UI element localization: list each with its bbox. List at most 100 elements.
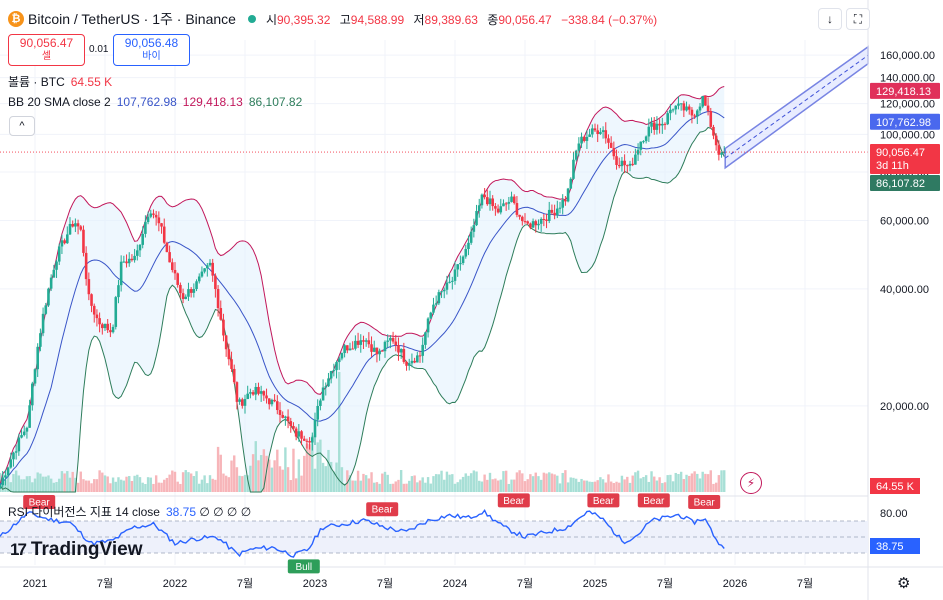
candle-body [192, 289, 196, 293]
candle-body [270, 399, 274, 405]
candle-body [553, 212, 556, 216]
candle-body [109, 330, 112, 333]
candle-body [200, 271, 204, 277]
volume-bar [548, 472, 551, 492]
candle-body [459, 263, 462, 265]
volume-axis-label-bg [870, 478, 920, 494]
volume-bar [399, 470, 403, 492]
volume-bar [14, 470, 18, 492]
candle-body [429, 312, 433, 319]
tradingview-wordmark: TradingView [30, 539, 143, 560]
volume-bar [198, 483, 201, 492]
candle-body [60, 240, 64, 247]
candle-body [241, 399, 244, 406]
candle-body [122, 261, 126, 263]
open-value: 90,395.32 [276, 12, 331, 27]
candle-body [144, 222, 147, 234]
candle-body [160, 223, 163, 227]
volume-bar [402, 483, 406, 492]
collapse-legend-button[interactable]: ^ [9, 116, 35, 136]
candle-body [542, 218, 546, 220]
candle-body [405, 361, 408, 366]
axis-price-label: 90,056.47 [876, 147, 925, 159]
bollinger-legend[interactable]: BB 20 SMA close 2 107,762.98 129,418.13 86,… [8, 95, 302, 109]
candle-body [9, 459, 13, 468]
volume-bar [308, 444, 311, 492]
sell-button[interactable]: 90,056.47 셀 [8, 34, 85, 66]
volume-bar [653, 476, 656, 492]
volume-bar [332, 471, 336, 492]
candle-body [585, 136, 589, 141]
volume-bar [87, 480, 91, 492]
tradingview-logo[interactable]: 17 TradingView [10, 539, 143, 561]
candle-body [612, 147, 616, 157]
volume-bar [292, 448, 295, 492]
rsi-legend[interactable]: RSI 다이버전스 지표 14 close 38.75 ∅ ∅ ∅ ∅ [8, 503, 251, 520]
fullscreen-button[interactable]: ⛶ [846, 8, 870, 30]
lightning-icon[interactable]: ⚡ [740, 472, 762, 494]
candle-body [125, 261, 128, 264]
volume-bar [327, 449, 330, 492]
volume-bar [432, 476, 435, 492]
volume-bar [607, 474, 610, 492]
candle-body [22, 431, 26, 436]
volume-bar [12, 474, 15, 492]
buy-label: 바이 [142, 51, 161, 62]
candle-body [593, 128, 597, 131]
volume-bar [389, 483, 392, 492]
settings-gear-icon[interactable]: ⚙ [897, 575, 911, 592]
candle-body [351, 348, 354, 350]
x-tick-label: 2026 [723, 578, 747, 590]
volume-bar [550, 473, 554, 492]
candle-body [302, 438, 306, 441]
volume-bar [141, 482, 144, 492]
bear-marker-label: Bear [503, 496, 525, 507]
candle-body [617, 164, 621, 167]
symbol-title[interactable]: Bitcoin / TetherUS · 1주 · Binance [28, 11, 236, 27]
volume-bar [572, 477, 575, 492]
candle-body [453, 269, 457, 281]
download-button[interactable]: ↓ [818, 8, 842, 30]
volume-bar [154, 475, 158, 492]
volume-bar [55, 482, 58, 492]
candle-body [84, 252, 88, 280]
rsi-axis-label-bg [870, 538, 920, 554]
volume-bar [539, 479, 543, 492]
candle-body [292, 426, 295, 429]
candle-body [510, 196, 513, 202]
candle-body [214, 275, 217, 290]
candle-body [79, 226, 83, 230]
volume-bar [251, 454, 255, 492]
candle-body [187, 289, 190, 297]
candle-body [502, 203, 505, 207]
axis-price-label: 129,418.13 [876, 86, 931, 98]
candle-body [636, 149, 640, 155]
candle-body [348, 348, 352, 351]
candle-body [219, 308, 223, 320]
bear-marker-label: Bear [643, 496, 665, 507]
candle-body [249, 392, 252, 394]
candle-body [55, 261, 58, 270]
candle-body [413, 360, 416, 363]
volume-bar [286, 467, 290, 492]
candle-body [556, 208, 559, 216]
candle-body [577, 143, 581, 151]
candle-body [12, 452, 15, 460]
volume-bar [157, 482, 161, 492]
volume-bar [195, 471, 198, 492]
candle-body [152, 213, 155, 215]
candle-body [628, 163, 632, 166]
volume-bar [163, 479, 166, 492]
buy-button[interactable]: 90,056.48 바이 [113, 34, 190, 66]
candle-body [717, 145, 721, 155]
volume-bar [642, 476, 645, 492]
volume-bar [440, 470, 443, 492]
candle-body [564, 199, 567, 202]
projection-channel-midline [724, 54, 869, 159]
volume-bar [448, 474, 451, 492]
candle-body [68, 223, 72, 235]
volume-bar [626, 476, 629, 492]
axis-price-label: 107,762.98 [876, 117, 931, 129]
volume-legend[interactable]: 볼륨 · BTC 64.55 K [8, 73, 112, 90]
